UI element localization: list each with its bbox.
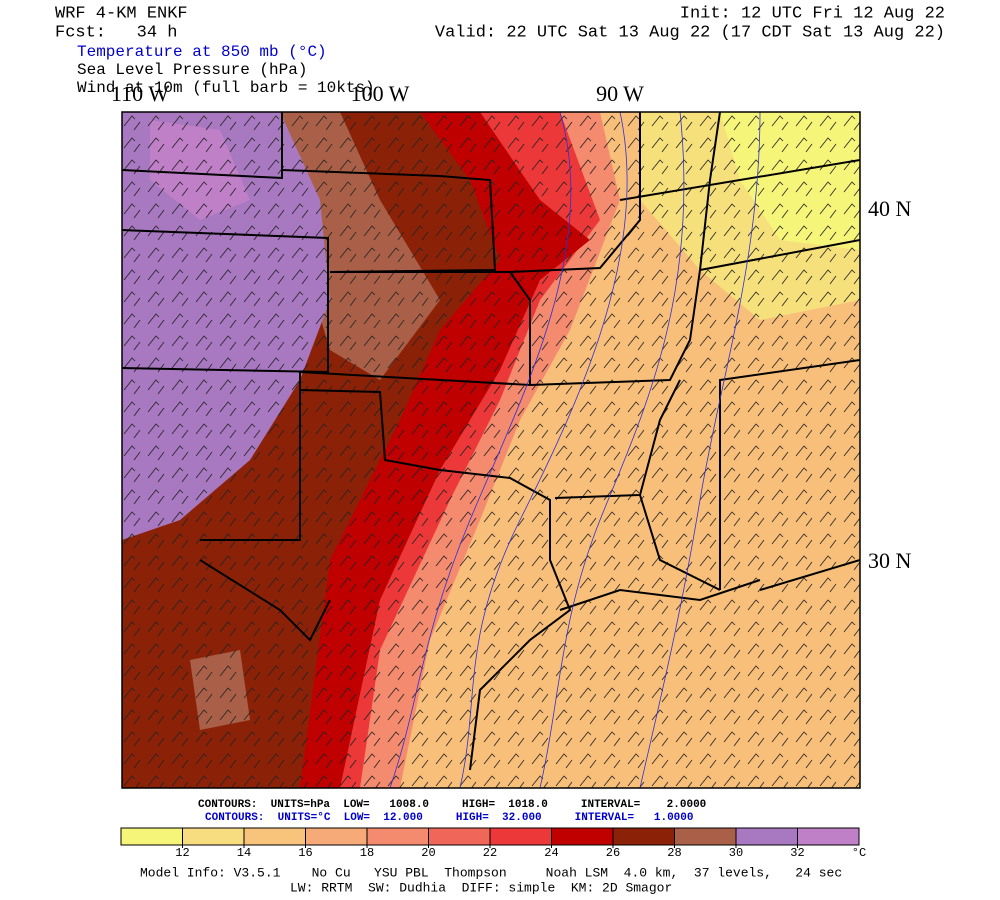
model-name: WRF 4-KM ENKF — [55, 4, 188, 23]
colorbar-tick-label: 18 — [360, 846, 374, 860]
longitude-label: 100 W — [351, 81, 410, 106]
colorbar-swatch — [489, 827, 552, 846]
colorbar-tick-label: 24 — [544, 846, 558, 860]
colorbar-tick-label: 14 — [237, 846, 251, 860]
map — [122, 112, 860, 788]
colorbar-tick-label: 12 — [175, 846, 189, 860]
colorbar-swatch — [674, 827, 737, 846]
state-borders — [122, 112, 860, 771]
colorbar-swatch — [305, 827, 368, 846]
valid-time: Valid: 22 UTC Sat 13 Aug 22 (17 CDT Sat … — [435, 23, 945, 42]
colorbar-tick-label: 16 — [298, 846, 312, 860]
longitude-label: 90 W — [596, 81, 644, 106]
colorbar-swatch — [735, 827, 798, 846]
latitude-label: 40 N — [868, 196, 912, 221]
forecast-hour: Fcst: 34 h — [55, 23, 177, 42]
pressure-contour-info: CONTOURS: UNITS=hPa LOW= 1008.0 HIGH= 10… — [198, 799, 706, 811]
colorbar-swatch — [182, 827, 245, 846]
colorbar-swatch — [243, 827, 306, 846]
colorbar-tick-label: 22 — [483, 846, 497, 860]
colorbar-swatch — [428, 827, 491, 846]
map-frame — [121, 111, 861, 789]
colorbar-swatch — [612, 827, 675, 846]
model-info: Model Info: V3.5.1 No Cu YSU PBL Thompso… — [140, 865, 842, 880]
colorbar-swatch — [551, 827, 614, 846]
colorbar-tick-label: 28 — [667, 846, 681, 860]
model-info: LW: RRTM SW: Dudhia DIFF: simple KM: 2D … — [290, 880, 672, 895]
latitude-label: 30 N — [868, 548, 912, 573]
field-name: Sea Level Pressure (hPa) — [77, 61, 307, 79]
init-time: Init: 12 UTC Fri 12 Aug 22 — [680, 4, 945, 23]
field-name: Temperature at 850 mb (°C) — [77, 43, 327, 61]
colorbar-tick-label: 20 — [421, 846, 435, 860]
colorbar-tick-label: 32 — [790, 846, 804, 860]
colorbar-swatch — [366, 827, 429, 846]
colorbar-tick-label: 26 — [606, 846, 620, 860]
field-name: Wind at 10m (full barb = 10kts) — [77, 79, 375, 97]
colorbar-tick-label: 30 — [729, 846, 743, 860]
colorbar-swatch — [120, 827, 183, 846]
colorbar-swatch — [797, 827, 860, 846]
wind-barbs — [122, 112, 860, 788]
temperature-contours — [389, 112, 761, 788]
temperature-contour-info: CONTOURS: UNITS=°C LOW= 12.000 HIGH= 32.… — [205, 812, 693, 824]
colorbar-unit: °C — [852, 846, 866, 860]
longitude-label: 110 W — [111, 81, 169, 106]
